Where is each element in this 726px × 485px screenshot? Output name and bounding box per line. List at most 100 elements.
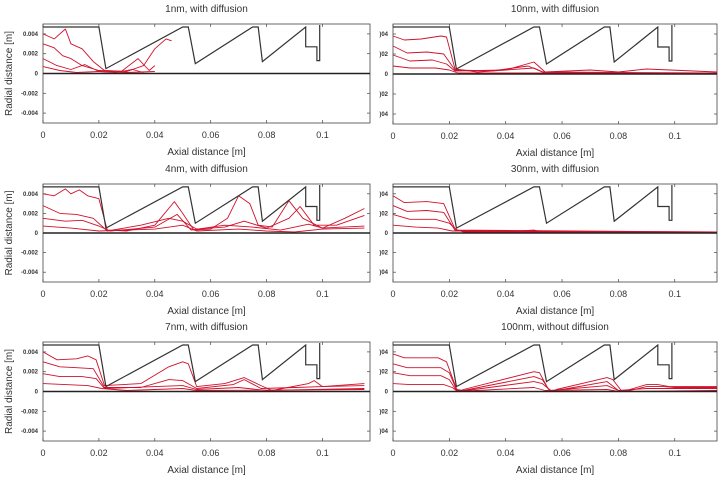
particle-trajectory-4 — [392, 383, 718, 392]
x-axis-label: Axial distance [m] — [167, 306, 246, 317]
y-tick-label: 0 — [385, 390, 389, 396]
y-tick-label: )04 — [379, 350, 388, 356]
particle-trajectory-4 — [42, 224, 365, 233]
particle-trajectory-4 — [392, 65, 717, 74]
y-axis-label: Radial distance [m] — [4, 31, 15, 116]
particle-trajectory-1 — [42, 351, 365, 391]
subplot-4: 30nm, with diffusion 0 0.02 0.04 0.06 0.08 0.1… — [379, 164, 718, 317]
y-tick-label: 0 — [35, 390, 39, 396]
x-tick-label: 0 — [40, 130, 45, 140]
particle-trajectory-3 — [392, 54, 717, 74]
y-tick-label: -0.004 — [21, 429, 39, 435]
x-tick-label: 0.08 — [610, 131, 628, 141]
x-tick-label: 0.1 — [668, 289, 681, 299]
x-tick-label: 0.02 — [441, 289, 459, 299]
x-tick-label: 0.04 — [146, 289, 164, 299]
x-tick-label: 0.08 — [610, 448, 628, 458]
y-tick-label: 0 — [385, 72, 389, 78]
subplot-title: 7nm, with diffusion — [165, 322, 248, 333]
x-axis-label: Axial distance [m] — [516, 306, 595, 317]
x-tick-label: 0 — [390, 448, 395, 458]
particle-trajectory-1 — [42, 188, 365, 232]
y-tick-label: )04 — [379, 32, 388, 38]
particle-trajectory-1 — [42, 28, 172, 72]
x-tick-label: 0.02 — [441, 131, 459, 141]
x-tick-label: 0.04 — [497, 131, 515, 141]
x-tick-label: 0.04 — [497, 448, 515, 458]
particle-trajectory-2 — [42, 43, 156, 72]
x-tick-label: 0 — [40, 289, 45, 299]
particle-trajectory-3 — [392, 372, 717, 391]
y-tick-label: )02 — [379, 211, 388, 217]
wall-profile-line — [393, 185, 673, 230]
x-tick-label: 0.06 — [202, 289, 220, 299]
x-axis-label: Axial distance [m] — [167, 147, 246, 158]
x-tick-label: 0.04 — [146, 130, 164, 140]
subplot-6: 100nm, without diffusion 0 0.02 0.04 0.06 0.0… — [379, 322, 718, 476]
y-tick-label: 0 — [35, 231, 39, 237]
y-tick-label: -0.002 — [21, 251, 39, 257]
subplot-1: 1nm, with diffusion 0 0.02 0.04 0.06 0.08 0.1 0… — [4, 4, 371, 158]
x-tick-label: 0.1 — [668, 448, 681, 458]
x-axis-label: Axial distance [m] — [167, 465, 246, 476]
x-tick-label: 0.08 — [258, 448, 276, 458]
wall-profile-line — [43, 25, 321, 70]
particle-trajectory-3 — [42, 58, 155, 73]
y-tick-label: )04 — [379, 429, 388, 435]
wall-profile-line — [393, 343, 673, 388]
x-tick-label: 0.1 — [316, 448, 329, 458]
particle-trajectory-4 — [392, 224, 717, 233]
particle-trajectory-2 — [42, 361, 365, 389]
y-tick-label: )04 — [379, 192, 388, 198]
x-tick-label: 0.06 — [553, 131, 571, 141]
y-tick-label: 0.004 — [23, 192, 39, 198]
y-tick-label: 0.004 — [23, 32, 39, 38]
x-tick-label: 0.08 — [258, 289, 276, 299]
wall-profile-line — [393, 25, 673, 70]
x-tick-label: 0.06 — [202, 448, 220, 458]
y-tick-label: 0.004 — [23, 350, 39, 356]
x-axis-label: Axial distance [m] — [516, 465, 595, 476]
x-tick-label: 0.1 — [316, 130, 329, 140]
y-tick-label: )02 — [379, 52, 388, 58]
wall-profile-line — [43, 185, 321, 230]
particle-trajectory-1 — [392, 195, 717, 233]
particle-trajectory-2 — [392, 205, 718, 233]
x-tick-label: 0.02 — [90, 289, 108, 299]
particle-trajectory-3 — [42, 213, 365, 232]
subplot-title: 30nm, with diffusion — [511, 164, 599, 175]
y-tick-label: )04 — [379, 112, 388, 118]
y-tick-label: )02 — [379, 370, 388, 376]
y-tick-label: -0.004 — [21, 270, 39, 276]
x-tick-label: 0.06 — [553, 448, 571, 458]
y-tick-label: 0 — [385, 231, 389, 237]
x-tick-label: 0.1 — [316, 289, 329, 299]
x-tick-label: 0.06 — [553, 289, 571, 299]
subplot-title: 100nm, without diffusion — [501, 322, 609, 333]
x-tick-label: 0 — [390, 131, 395, 141]
wall-profile-line — [43, 343, 321, 388]
y-tick-label: -0.002 — [21, 409, 39, 415]
y-tick-label: )02 — [379, 251, 388, 257]
x-axis-label: Axial distance [m] — [516, 148, 595, 159]
y-tick-label: )02 — [379, 409, 388, 415]
particle-trajectory-3 — [42, 373, 365, 391]
particle-trajectory-4 — [42, 66, 144, 73]
y-tick-label: -0.004 — [21, 111, 39, 117]
subplot-5: 7nm, with diffusion 0 0.02 0.04 0.06 0.08 0.1 0… — [4, 322, 371, 476]
x-tick-label: 0.06 — [202, 130, 220, 140]
x-tick-label: 0 — [390, 289, 395, 299]
y-tick-label: 0.002 — [23, 52, 39, 58]
y-tick-label: )02 — [379, 92, 388, 98]
y-tick-label: 0.002 — [23, 211, 39, 217]
subplot-title: 4nm, with diffusion — [165, 164, 248, 175]
x-tick-label: 0.02 — [441, 448, 459, 458]
subplot-2: 10nm, with diffusion 0 0.02 0.04 0.06 0.08 0.1… — [379, 4, 718, 159]
x-tick-label: 0.08 — [258, 130, 276, 140]
x-tick-label: 0.02 — [90, 130, 108, 140]
y-tick-label: 0 — [35, 72, 39, 78]
x-tick-label: 0.04 — [497, 289, 515, 299]
x-tick-label: 0.1 — [668, 131, 681, 141]
y-tick-label: )04 — [379, 270, 388, 276]
